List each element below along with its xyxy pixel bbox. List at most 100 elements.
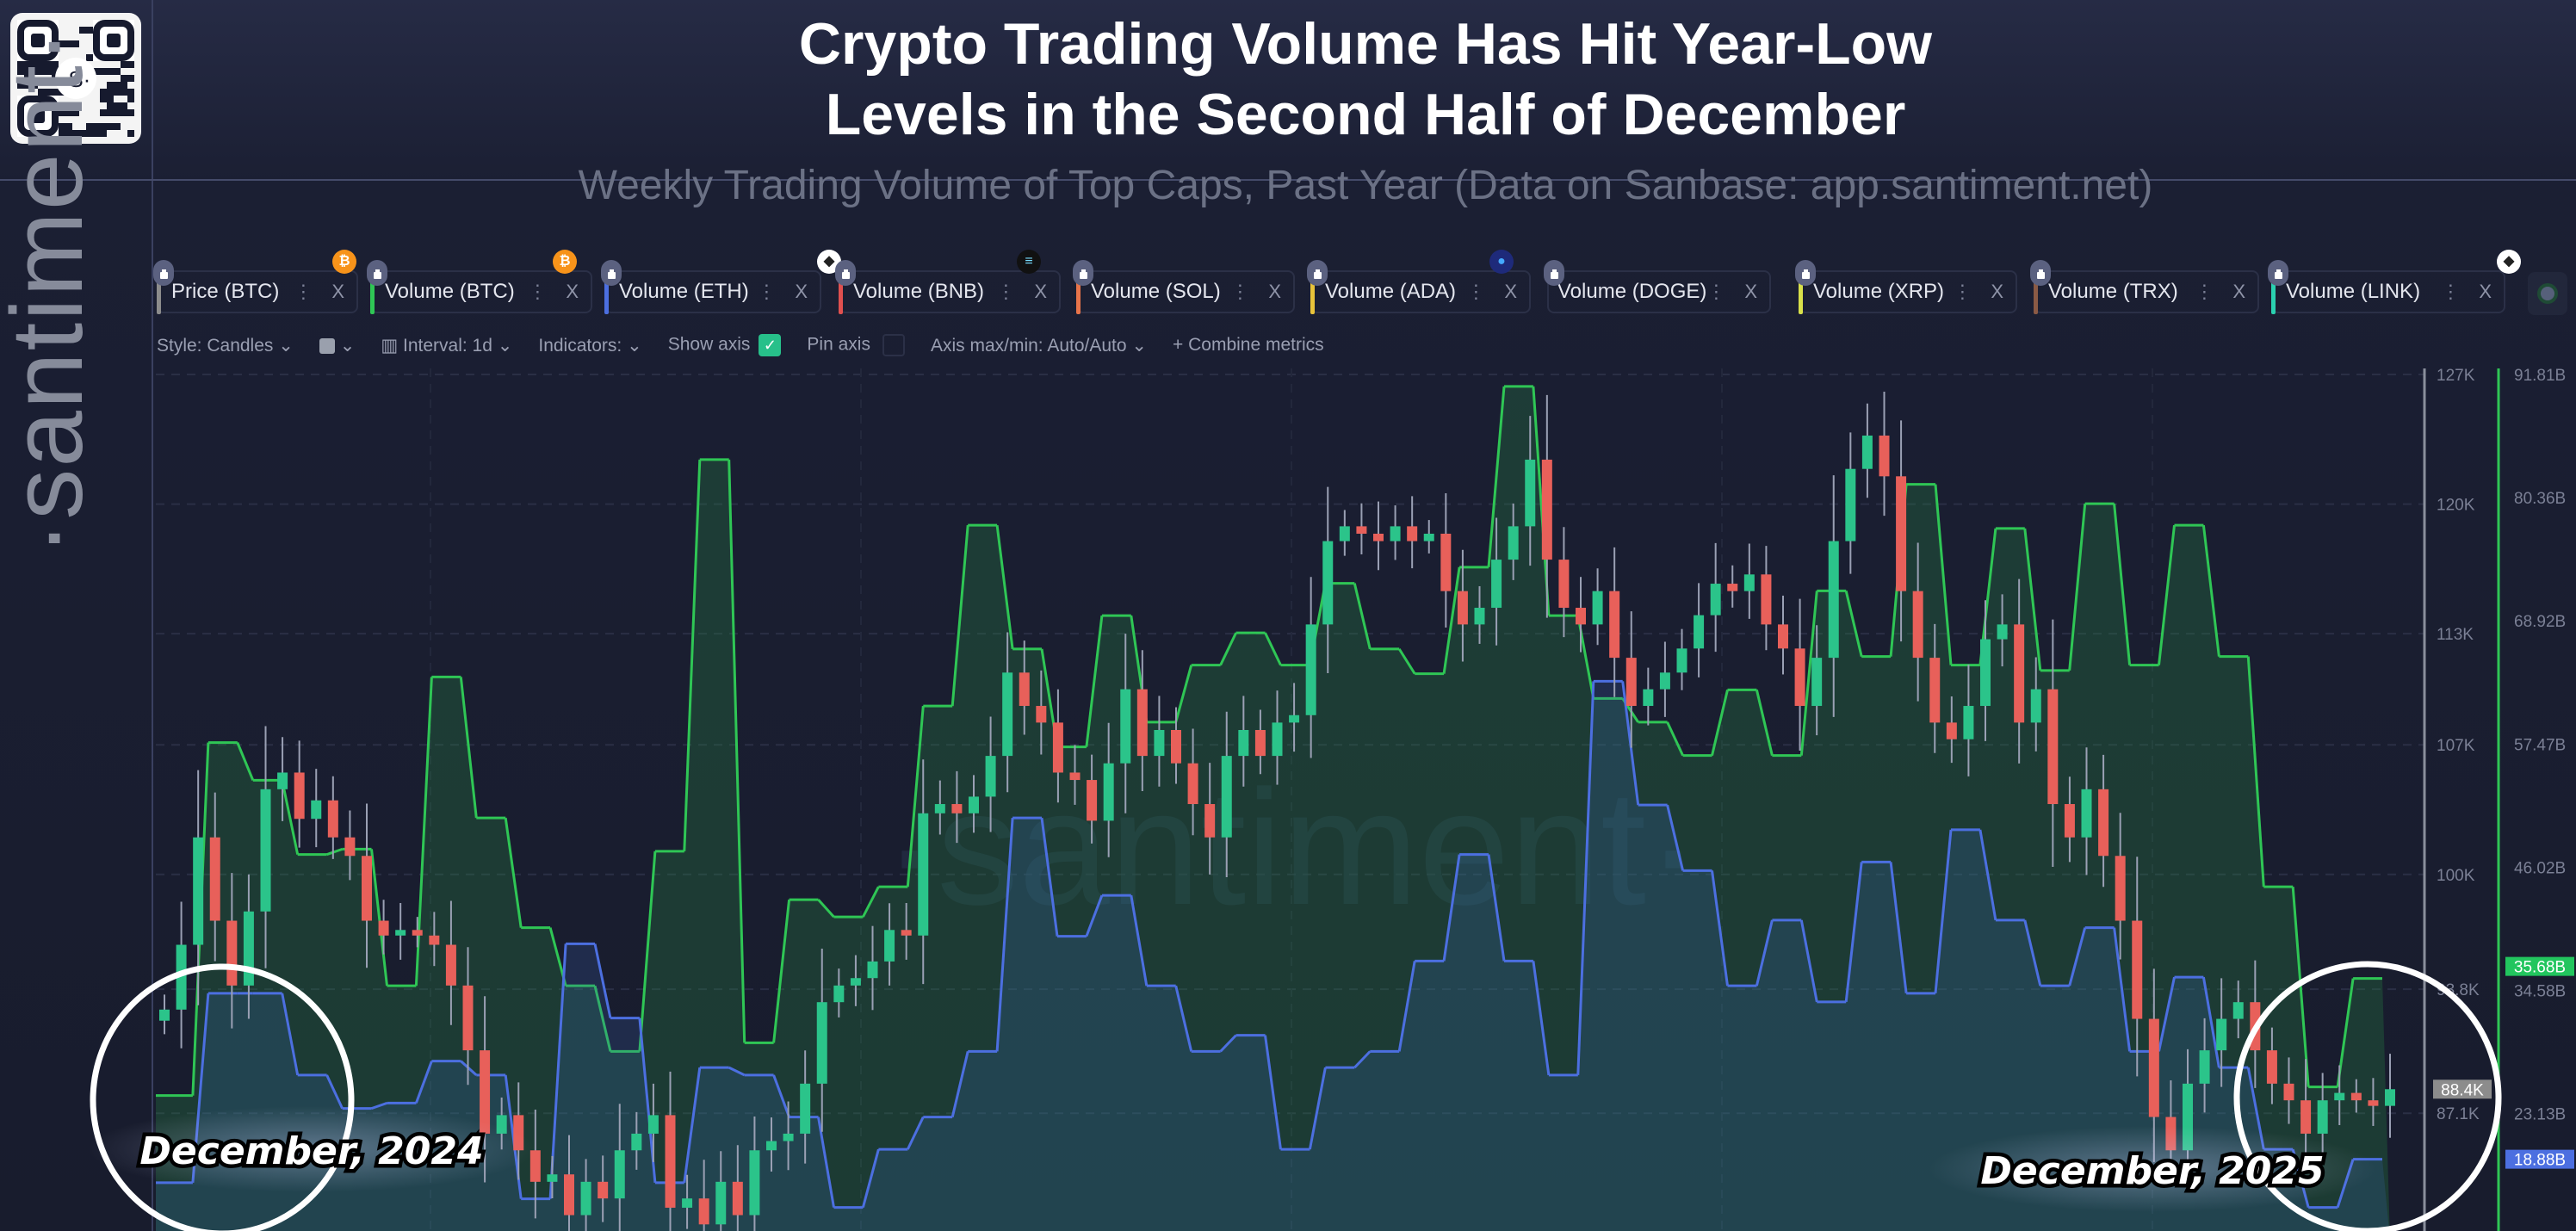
gridlines xyxy=(156,368,2424,1231)
candle-up xyxy=(1710,584,1721,616)
metric-chip-volume-btc[interactable]: Volume (BTC) ⋮ X ₿ xyxy=(367,250,592,314)
close-icon[interactable]: X xyxy=(1744,281,1758,302)
candle-up xyxy=(1103,763,1114,821)
lock-icon xyxy=(367,260,387,286)
volume-tick-label: 91.81B xyxy=(2514,367,2566,385)
candle-down xyxy=(698,1198,709,1225)
close-icon[interactable]: X xyxy=(2232,281,2245,302)
price-tick-label: 107K xyxy=(2437,737,2475,755)
highlight-circle-dec-2025 xyxy=(2233,961,2502,1231)
candle-up xyxy=(1491,560,1502,609)
candle-down xyxy=(2014,624,2025,723)
indicators-dropdown[interactable]: Indicators: ⌄ xyxy=(538,335,641,356)
close-icon[interactable]: X xyxy=(331,281,344,302)
close-icon[interactable]: X xyxy=(2479,281,2492,302)
metric-color-bar xyxy=(157,269,161,314)
volume-step-edge xyxy=(593,943,612,1018)
volume-step-edge xyxy=(2158,524,2176,665)
close-icon[interactable]: X xyxy=(795,281,808,302)
volume-step-edge xyxy=(817,899,835,919)
candle-up xyxy=(1845,468,1856,541)
candle-up xyxy=(682,1198,693,1208)
volume-step-edge xyxy=(2113,927,2132,1052)
metric-chip-volume-eth[interactable]: Volume (ETH) ⋮ X ◆ xyxy=(601,250,841,314)
candle-up xyxy=(2199,1050,2210,1084)
candle-up xyxy=(1508,526,1519,560)
candle-down xyxy=(2350,1092,2362,1101)
price-tick-label: 113K xyxy=(2437,626,2474,644)
combine-metrics-button[interactable]: + Combine metrics xyxy=(1173,335,1324,356)
candle-up xyxy=(631,1133,642,1151)
candle-up xyxy=(867,961,878,979)
more-options-icon[interactable]: ⋮ xyxy=(1706,281,1726,302)
candle-down xyxy=(732,1181,743,1216)
volume-step-edge xyxy=(2023,528,2042,671)
metric-chip-volume-xrp[interactable]: Volume (XRP) ⋮ X xyxy=(1795,260,2017,314)
metric-chip-volume-link[interactable]: Volume (LINK) ⋮ X ◆ xyxy=(2268,250,2521,314)
candle-up xyxy=(2334,1092,2345,1101)
candle-up xyxy=(1811,658,1823,707)
metric-chip-volume-bnb[interactable]: Volume (BNB) ⋮ X ≡ xyxy=(835,250,1061,314)
show-axis-toggle[interactable]: Show axis ✓ xyxy=(668,334,782,356)
axis-maxmin-dropdown[interactable]: Axis max/min: Auto/Auto ⌄ xyxy=(931,335,1147,356)
more-options-icon[interactable]: ⋮ xyxy=(2195,281,2214,302)
metric-chip-volume-sol[interactable]: Volume (SOL) ⋮ X xyxy=(1073,260,1295,314)
candle-down xyxy=(1254,729,1266,757)
candle-down xyxy=(226,920,238,986)
eth-volume-current-badge: 18.88B xyxy=(2505,1149,2574,1170)
volume-area-fill xyxy=(156,681,2390,1231)
volume-step-edge xyxy=(1130,894,1149,987)
price-tick-label: 120K xyxy=(2437,497,2475,515)
candle-down xyxy=(2368,1100,2379,1106)
checkbox-unchecked[interactable] xyxy=(882,334,905,356)
candle-down xyxy=(344,837,356,857)
close-icon[interactable]: X xyxy=(1991,281,2003,302)
volume-step-edge xyxy=(906,705,925,888)
more-options-icon[interactable]: ⋮ xyxy=(294,281,313,302)
more-options-icon[interactable]: ⋮ xyxy=(2441,281,2461,302)
metric-label: Volume (ETH) xyxy=(619,280,749,303)
close-icon[interactable]: X xyxy=(1034,281,1047,302)
candle-up xyxy=(2216,1018,2227,1051)
metric-chip-volume-ada[interactable]: Volume (ADA) ⋮ X ● xyxy=(1307,250,1531,314)
chevron-down-icon: ⌄ xyxy=(339,335,356,356)
more-options-icon[interactable]: ⋮ xyxy=(757,281,777,302)
close-icon[interactable]: X xyxy=(1504,281,1517,302)
volume-step-edge xyxy=(951,1051,969,1117)
divider-horizontal xyxy=(0,179,2576,181)
candle-up xyxy=(395,930,406,936)
more-options-icon[interactable]: ⋮ xyxy=(1953,281,1972,302)
candle-down xyxy=(2098,789,2109,857)
candle-up xyxy=(2030,689,2041,723)
more-options-icon[interactable]: ⋮ xyxy=(528,281,548,302)
close-icon[interactable]: X xyxy=(566,281,579,302)
chevron-down-icon: ⌄ xyxy=(627,335,642,356)
watermark: ·santiment· xyxy=(882,757,1700,939)
candle-up xyxy=(934,804,945,813)
close-icon[interactable]: X xyxy=(1268,281,1281,302)
metric-chip-volume-trx[interactable]: Volume (TRX) ⋮ X xyxy=(2030,260,2259,314)
settings-toggle-button[interactable] xyxy=(2528,272,2567,315)
style-dropdown[interactable]: Style: Candles ⌄ xyxy=(157,335,294,356)
candle-down xyxy=(1625,658,1637,707)
color-dropdown[interactable]: ⌄ xyxy=(319,335,355,356)
candle-down xyxy=(2047,689,2059,805)
lock-icon xyxy=(2268,260,2288,286)
metric-label: Volume (BNB) xyxy=(853,280,985,303)
metric-chip-volume-doge[interactable]: Volume (DOGE) ⋮ X xyxy=(1544,260,1771,313)
qr-code-image: ·S· xyxy=(17,20,134,137)
volume-step-edge xyxy=(1666,804,1685,871)
interval-label: Interval: 1d xyxy=(403,335,492,356)
more-options-icon[interactable]: ⋮ xyxy=(1230,281,1250,302)
chevron-down-icon: ⌄ xyxy=(497,335,513,356)
checkbox-checked-icon[interactable]: ✓ xyxy=(759,334,782,356)
more-options-icon[interactable]: ⋮ xyxy=(1466,281,1486,302)
volume-step-edge xyxy=(325,1074,344,1110)
more-options-icon[interactable]: ⋮ xyxy=(996,281,1016,302)
volume-step-edge xyxy=(371,1101,387,1110)
calendar-icon: ▥ xyxy=(381,335,399,356)
metric-chip-price-btc[interactable]: Price (BTC) ⋮ X ₿ xyxy=(153,250,358,314)
interval-dropdown[interactable]: ▥ Interval: 1d ⌄ xyxy=(381,335,512,356)
pin-axis-toggle[interactable]: Pin axis xyxy=(807,334,905,356)
